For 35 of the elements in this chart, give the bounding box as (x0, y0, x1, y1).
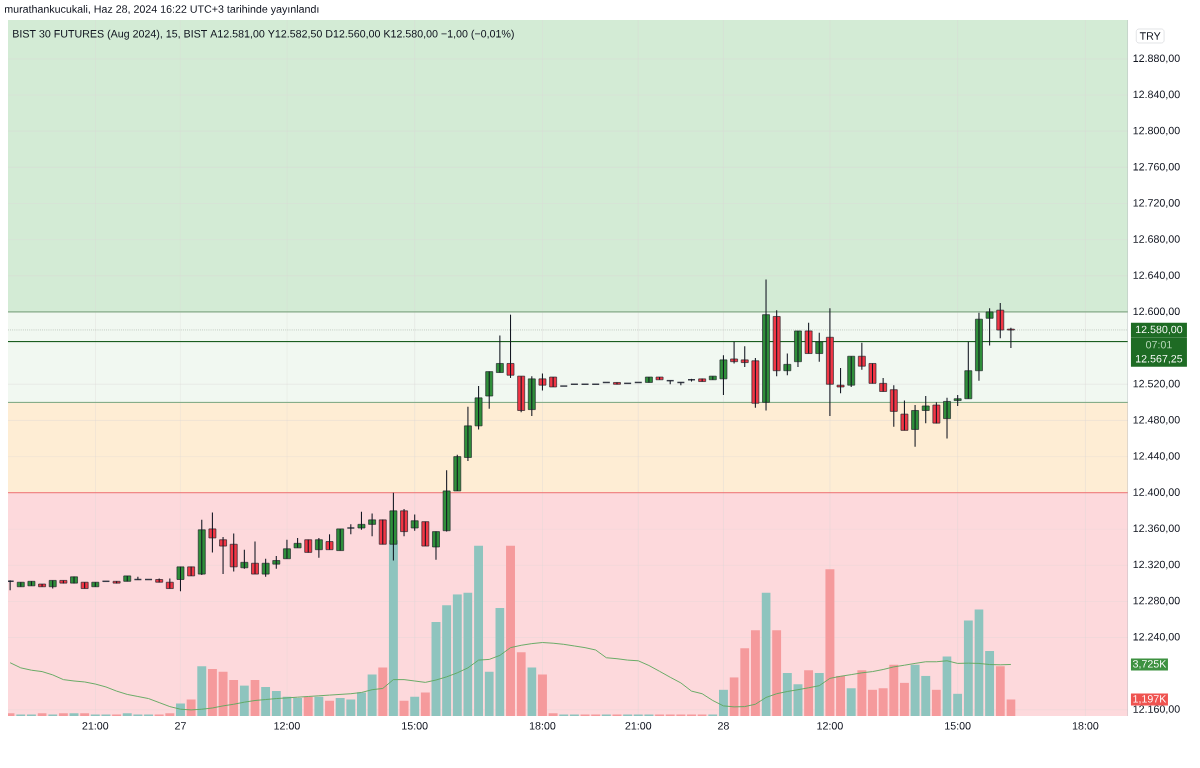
y-tick-label: 12.400,00 (1133, 488, 1180, 498)
y-tick-label: 12.880,00 (1133, 54, 1180, 64)
x-tick-label: 18:00 (1072, 722, 1099, 730)
y-tick-label: 12.720,00 (1133, 199, 1180, 208)
y2-tick-label: 3,725K (1132, 660, 1167, 669)
x-tick-label: 15:00 (945, 722, 971, 730)
y-tick-label: 12.800,00 (1133, 126, 1180, 136)
ref-line-label: 12.580,00 (1136, 325, 1183, 335)
x-tick-label: 15:00 (402, 722, 428, 730)
y-tick-label: 12.160,00 (1133, 705, 1180, 715)
y-tick-label: 12.520,00 (1133, 379, 1180, 389)
x-tick-label: 12:00 (274, 722, 300, 730)
x-tick-label: 21:00 (82, 722, 109, 730)
y-tick-label: 12.440,00 (1133, 452, 1180, 461)
y-tick-label: 12.600,00 (1133, 307, 1180, 317)
x-tick-label: 21:00 (625, 722, 652, 730)
y2-tick-label: 1,197K (1133, 695, 1167, 704)
y-tick-label: 12.320,00 (1133, 560, 1180, 570)
ref-line-label: 12.567,25 (1136, 354, 1183, 364)
x-tick-label: 28 (718, 722, 729, 730)
text: BIST 30 FUTURES (Aug 2024), 15, BIST A12.581,00 Y12.582,50 D12.560,00 K12.580,00 −1,00 (−0,01%) (13, 29, 514, 40)
y-tick-label: 12.840,00 (1133, 90, 1180, 100)
y-tick-label: 12.480,00 (1133, 416, 1180, 425)
y-tick-label: 12.760,00 (1133, 162, 1180, 172)
y-tick-label: 12.240,00 (1133, 632, 1180, 642)
x-tick-label: 18:00 (529, 722, 556, 730)
text: 07:01 (1146, 340, 1172, 349)
y-tick-label: 12.360,00 (1133, 524, 1180, 534)
x-tick-label: 12:00 (817, 722, 843, 730)
y-tick-label: 12.640,00 (1133, 271, 1180, 281)
text: murathankucukali, Haz 28, 2024 16:22 UTC+3 tarihinde yayınlandı (4, 5, 319, 15)
text: TRY (1139, 32, 1161, 40)
y-tick-label: 12.280,00 (1133, 596, 1180, 606)
y-tick-label: 12.680,00 (1133, 235, 1180, 245)
x-tick-label: 27 (175, 722, 186, 730)
